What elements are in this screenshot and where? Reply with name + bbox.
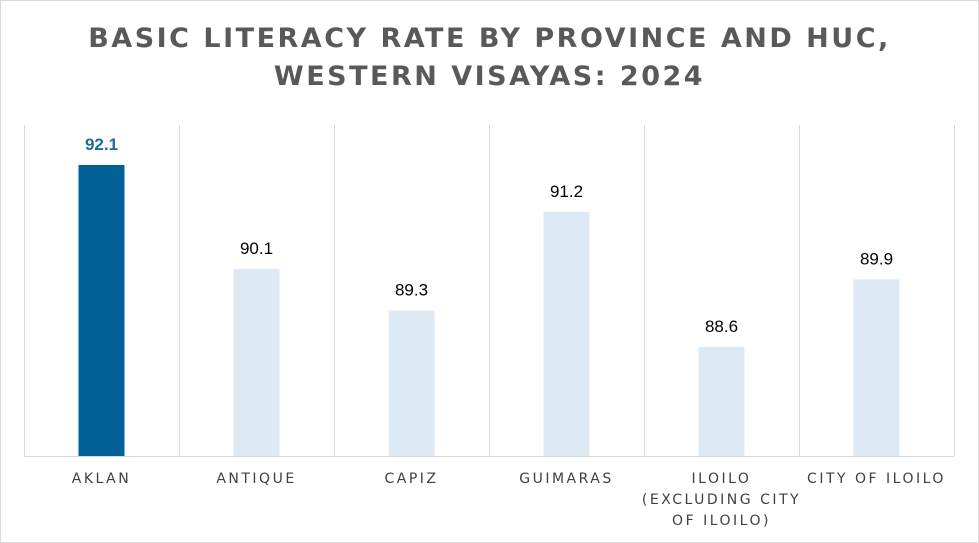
category-label: ANTIQUE — [216, 471, 296, 487]
data-label: 89.9 — [860, 249, 893, 268]
data-label: 92.1 — [85, 135, 118, 154]
data-label: 88.6 — [705, 317, 738, 336]
bar-capiz — [388, 310, 435, 456]
bar-city-of-iloilo — [853, 279, 900, 456]
category-label: CAPIZ — [384, 471, 438, 487]
bar-iloilo-excluding-city-of-iloilo — [698, 346, 745, 456]
bar-antique — [233, 268, 280, 456]
chart-title-line-1: BASIC LITERACY RATE BY PROVINCE AND HUC, — [88, 23, 891, 54]
data-label: 90.1 — [240, 239, 273, 258]
category-label: AKLAN — [72, 471, 131, 487]
bar-aklan — [78, 165, 125, 456]
chart-title: BASIC LITERACY RATE BY PROVINCE AND HUC,… — [0, 20, 979, 96]
category-label: CITY OF ILOILO — [807, 471, 946, 487]
bar-guimaras — [543, 211, 590, 456]
data-label: 89.3 — [395, 281, 428, 300]
category-label: ILOILO (EXCLUDING CITY OF ILOILO) — [642, 471, 801, 529]
data-label: 91.2 — [550, 182, 583, 201]
chart-title-line-2: WESTERN VISAYAS: 2024 — [273, 61, 706, 92]
category-label: GUIMARAS — [519, 471, 614, 487]
